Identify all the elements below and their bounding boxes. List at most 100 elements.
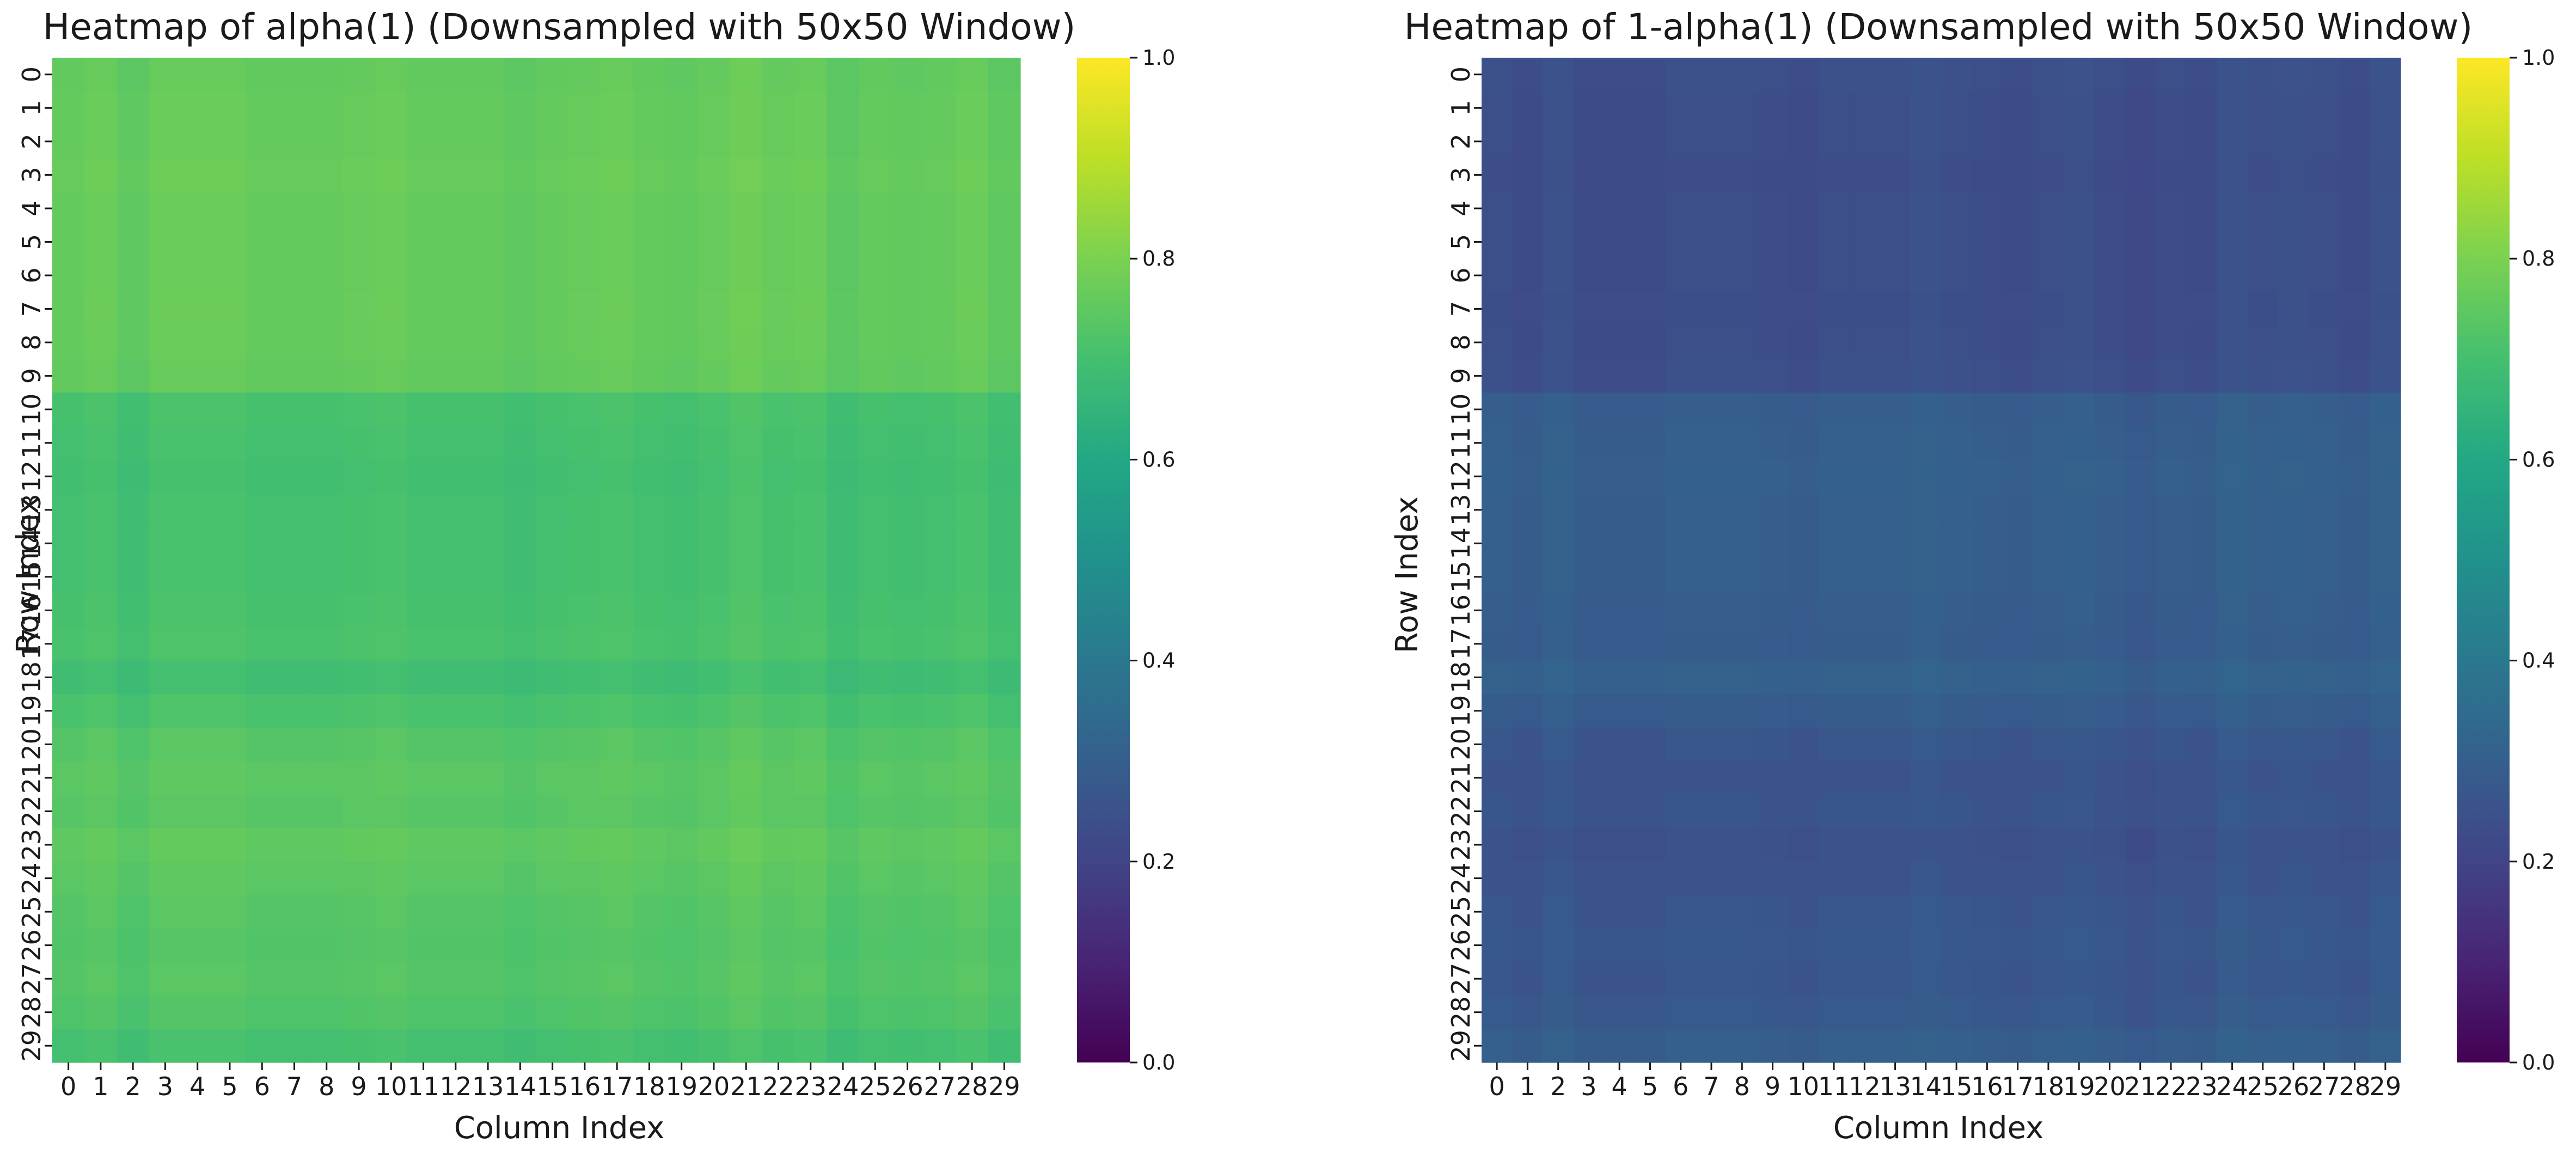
heatmap-cell (278, 426, 311, 460)
heatmap-cell (1727, 359, 1758, 393)
heatmap-cell (2002, 962, 2034, 996)
heatmap-cell (730, 91, 763, 125)
heatmap-cell (956, 1029, 989, 1063)
heatmap-cell (2217, 493, 2248, 527)
heatmap-cell (375, 426, 408, 460)
heatmap-cell (278, 962, 311, 996)
heatmap-cell (342, 727, 376, 761)
heatmap-cell (1818, 58, 1850, 92)
heatmap-cell (633, 962, 666, 996)
heatmap-cell (1573, 962, 1605, 996)
heatmap-cell (1512, 91, 1544, 125)
x-tick-label: 15 (1941, 1072, 1973, 1101)
heatmap-cell (181, 593, 214, 628)
heatmap-cell (246, 125, 279, 159)
heatmap-cell (342, 259, 376, 293)
heatmap-cell (2125, 928, 2156, 962)
heatmap-cell (1910, 225, 1942, 259)
x-tick-label: 22 (762, 1072, 794, 1101)
heatmap-cell (2370, 861, 2401, 895)
heatmap-cell (2064, 158, 2095, 192)
heatmap-cell (2033, 192, 2064, 226)
y-tick-label: 29 (17, 1030, 46, 1062)
heatmap-cell (84, 526, 118, 561)
heatmap-cell (568, 325, 602, 360)
heatmap-cell (1635, 794, 1666, 828)
heatmap-cell (697, 158, 731, 192)
heatmap-cell (988, 58, 1021, 92)
heatmap-cell (2094, 526, 2126, 561)
heatmap-cell (988, 493, 1021, 527)
heatmap-cell (827, 861, 860, 895)
heatmap-cell (891, 794, 924, 828)
heatmap-cell (1818, 627, 1850, 661)
heatmap-cell (310, 225, 343, 259)
heatmap-cell (762, 459, 795, 494)
heatmap-cell (1696, 794, 1727, 828)
heatmap-cell (2033, 828, 2064, 862)
x-tick-label: 16 (1971, 1072, 2003, 1101)
heatmap-cell (84, 158, 118, 192)
heatmap-cell (52, 158, 85, 192)
heatmap-cell (1941, 459, 1972, 494)
heatmap-cell (84, 292, 118, 326)
heatmap-cell (1604, 158, 1635, 192)
heatmap-cell (181, 158, 214, 192)
heatmap-cell (2309, 828, 2340, 862)
heatmap-cell (84, 259, 118, 293)
heatmap-cell (1880, 761, 1911, 795)
heatmap-cell (697, 459, 731, 494)
heatmap-cell (2247, 58, 2279, 92)
heatmap-cell (2370, 928, 2401, 962)
heatmap-cell (1665, 526, 1697, 561)
heatmap-cell (665, 158, 698, 192)
heatmap-cell (1482, 58, 1513, 92)
heatmap-cell (794, 325, 827, 360)
heatmap-cell (2278, 962, 2309, 996)
heatmap-cell (697, 192, 731, 226)
heatmap-cell (1788, 225, 1819, 259)
heatmap-cell (2125, 694, 2156, 728)
heatmap-cell (84, 962, 118, 996)
heatmap-cell (568, 158, 602, 192)
colorbar-tick-label: 0.6 (2522, 447, 2555, 471)
heatmap-cell (1910, 694, 1942, 728)
heatmap-cell (2155, 761, 2187, 795)
heatmap-cell (2278, 794, 2309, 828)
heatmap-cell (2278, 761, 2309, 795)
heatmap-cell (1941, 259, 1972, 293)
heatmap-cell (278, 1029, 311, 1063)
heatmap-cell (213, 962, 247, 996)
heatmap-cell (2247, 493, 2279, 527)
heatmap-cell (923, 158, 957, 192)
heatmap-cell (859, 125, 892, 159)
heatmap-cell (1512, 560, 1544, 594)
heatmap-cell (310, 928, 343, 962)
heatmap-cell (1941, 125, 1972, 159)
heatmap-cell (375, 125, 408, 159)
heatmap-cell (1512, 962, 1544, 996)
heatmap-cell (730, 560, 763, 594)
heatmap-cell (181, 526, 214, 561)
heatmap-cell (1604, 392, 1635, 427)
y-tick-label: 18 (17, 661, 46, 693)
heatmap-cell (149, 861, 182, 895)
heatmap-cell (956, 426, 989, 460)
heatmap-cell (2247, 660, 2279, 695)
heatmap-cell (794, 861, 827, 895)
heatmap-cell (2064, 928, 2095, 962)
heatmap-cell (1757, 895, 1789, 929)
heatmap-cell (1482, 593, 1513, 628)
heatmap-cell (1696, 426, 1727, 460)
heatmap-cell (1910, 526, 1942, 561)
heatmap-cell (439, 325, 473, 360)
heatmap-cell (923, 426, 957, 460)
heatmap-cell (665, 928, 698, 962)
heatmap-cell (536, 761, 569, 795)
heatmap-cell (794, 426, 827, 460)
heatmap-cell (1482, 493, 1513, 527)
x-axis-label: Column Index (454, 1110, 664, 1146)
heatmap-cell (1635, 392, 1666, 427)
y-tick-label: 1 (1446, 100, 1476, 116)
x-tick-label: 25 (2247, 1072, 2279, 1101)
